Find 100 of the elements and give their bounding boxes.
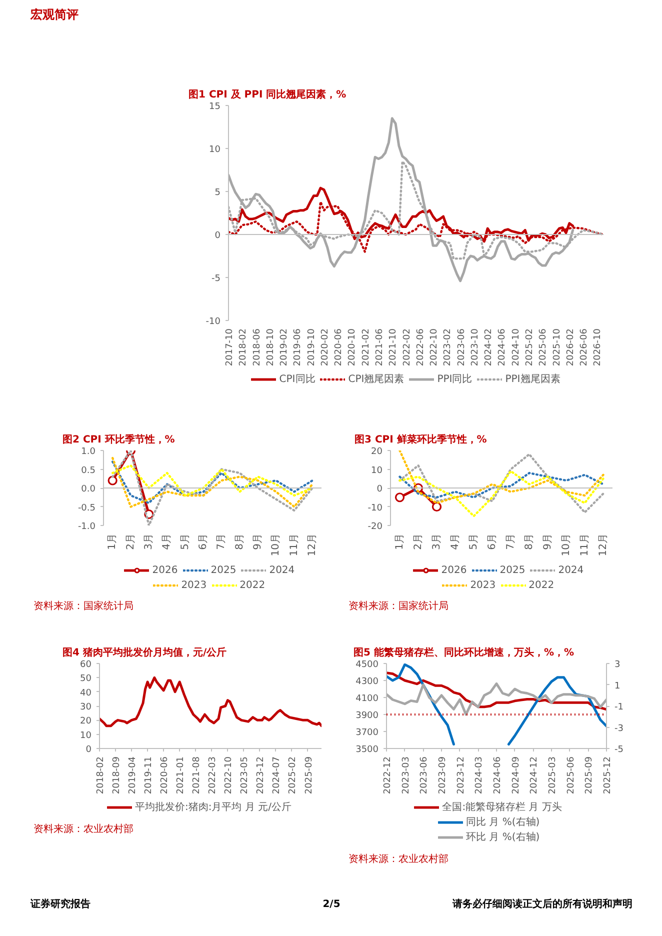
- legend-label: 2026: [152, 564, 178, 576]
- x-tick-label: 2017-10: [225, 328, 235, 366]
- y2-tick-label: 1: [614, 681, 620, 692]
- y-tick-label: 10: [209, 145, 221, 155]
- x-tick-label: 6月: [198, 533, 209, 550]
- x-tick-label: 2023-05: [240, 756, 250, 794]
- x-tick-label: 4月: [162, 533, 173, 550]
- legend-label: 2025: [210, 564, 236, 576]
- y-tick-label: -10: [368, 503, 383, 514]
- legend-label: 平均批发价:猪肉:月平均 月 元/公斤: [135, 800, 292, 814]
- x-tick-label: 2023-10: [470, 328, 480, 366]
- legend-label: 2023: [470, 579, 496, 591]
- x-tick-label: 2025-02: [525, 328, 535, 366]
- y-tick-label: 30: [80, 702, 92, 712]
- x-tick-label: 2023-12: [456, 756, 466, 794]
- x-tick-label: 5月: [468, 533, 480, 550]
- x-tick-label: 2022-10: [430, 328, 440, 366]
- text: 宏观简评: [30, 8, 78, 22]
- x-tick-label: 2021-02: [361, 328, 372, 366]
- x-tick-label: 2021-10: [388, 328, 399, 366]
- x-tick-label: 2018-02: [238, 328, 249, 366]
- x-tick-label: 4月: [450, 533, 461, 550]
- y2-tick-label: -1: [614, 702, 624, 712]
- x-tick-label: 12月: [306, 533, 318, 556]
- x-tick-label: 9月: [252, 533, 264, 550]
- y-tick-label: 0.0: [81, 484, 96, 494]
- y-tick-label: 4500: [356, 660, 379, 670]
- x-tick-label: 2021-08: [192, 756, 202, 794]
- x-tick-label: 2023-03: [401, 756, 412, 794]
- x-tick-label: 10月: [560, 533, 572, 556]
- y-tick-label: 10: [371, 466, 383, 476]
- x-tick-label: 2024-09: [511, 756, 522, 794]
- chart-title: 图1 CPI 及 PPI 同比翘尾因素，%: [188, 88, 346, 100]
- legend-label: 环比 月 %(右轴): [466, 830, 540, 844]
- x-tick-label: 2023-12: [256, 756, 266, 794]
- x-tick-label: 8月: [234, 533, 246, 550]
- y-tick-label: 60: [80, 660, 92, 670]
- y-tick-label: -0.5: [78, 503, 96, 514]
- y-tick-label: 3500: [356, 745, 379, 755]
- x-tick-label: 2024-10: [511, 328, 522, 366]
- legend-label: 全国:能繁母猪存栏 月 万头: [442, 800, 562, 814]
- x-tick-label: 10月: [270, 533, 282, 556]
- x-tick-label: 2024-02: [484, 328, 494, 366]
- x-tick-label: 2018-02: [96, 756, 106, 794]
- x-tick-label: 2025-12: [603, 756, 613, 794]
- x-tick-label: 11月: [579, 533, 590, 556]
- y-tick-label: 0.5: [81, 466, 96, 476]
- y-tick-label: 0: [214, 231, 221, 241]
- x-tick-label: 2025-10: [552, 328, 562, 366]
- x-tick-label: 2024-06: [493, 756, 503, 794]
- x-tick-label: 2026-06: [580, 328, 590, 366]
- x-tick-label: 2020-06: [160, 756, 170, 794]
- y-tick-label: 1.0: [81, 447, 96, 457]
- x-tick-label: 2021-01: [176, 756, 186, 794]
- y-tick-label: 3700: [356, 728, 379, 738]
- x-tick-label: 2025-09: [584, 756, 595, 794]
- x-tick-label: 2025-03: [548, 756, 558, 794]
- x-tick-label: 6月: [486, 533, 498, 550]
- chart-title: 图5 能繁母猪存栏、同比环比增速，万头，%，%: [354, 646, 574, 658]
- x-tick-label: 2019-06: [293, 328, 304, 366]
- y-tick-label: 0: [376, 484, 383, 494]
- x-tick-label: 2020-10: [348, 328, 358, 366]
- y-tick-label: 20: [371, 447, 383, 457]
- x-tick-label: 2018-06: [252, 328, 262, 366]
- x-tick-label: 2023-06: [456, 328, 467, 366]
- text: 资料来源：农业农村部: [348, 853, 448, 865]
- x-tick-label: 7月: [216, 533, 228, 550]
- x-tick-label: 2024-06: [498, 328, 508, 366]
- x-tick-label: 9月: [542, 533, 554, 550]
- y-tick-label: 4100: [356, 694, 379, 704]
- x-tick-label: 2019-11: [144, 756, 154, 794]
- x-tick-label: 2019-02: [280, 328, 290, 366]
- x-tick-label: 2026-02: [566, 328, 576, 366]
- legend-label: 2023: [181, 579, 207, 591]
- y-tick-label: 4300: [356, 677, 379, 687]
- legend-label: 2022: [528, 579, 554, 591]
- legend-label: 2025: [500, 564, 526, 576]
- x-tick-label: 2025-06: [538, 328, 549, 366]
- text: 2/5: [322, 899, 340, 910]
- x-tick-label: 2024-12: [530, 756, 540, 794]
- y-tick-label: 20: [80, 716, 92, 727]
- legend-label: PPI同比: [437, 372, 472, 386]
- x-tick-label: 11月: [288, 533, 300, 556]
- legend-label: 2024: [558, 564, 584, 576]
- legend-label: 2022: [240, 579, 266, 591]
- text: 请务必仔细阅读正文后的所有说明和声明: [452, 898, 632, 910]
- x-tick-label: 1月: [394, 533, 406, 550]
- x-tick-label: 2018-09: [112, 756, 122, 794]
- y-tick-label: 5: [214, 188, 221, 198]
- x-tick-label: 5月: [180, 533, 191, 550]
- x-tick-label: 2022-10: [224, 756, 234, 794]
- legend-label: PPI翘尾因素: [505, 372, 560, 386]
- x-tick-label: 2019-10: [306, 328, 317, 366]
- x-tick-label: 2024-03: [474, 756, 485, 794]
- y-tick-label: -5: [212, 274, 221, 284]
- y-tick-label: 15: [209, 102, 220, 112]
- x-tick-label: 2022-12: [383, 756, 393, 794]
- y-tick-label: 0: [86, 745, 92, 755]
- y-tick-label: -10: [206, 317, 221, 327]
- x-tick-label: 2019-04: [128, 756, 138, 794]
